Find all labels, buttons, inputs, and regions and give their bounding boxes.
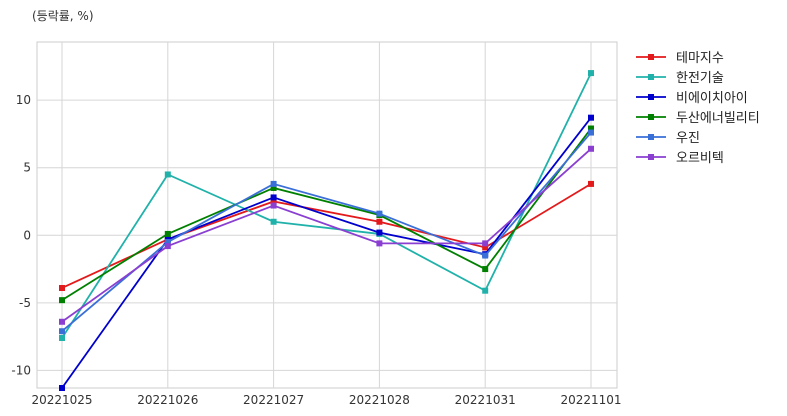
- series: [59, 129, 594, 335]
- y-tick-label: 10: [16, 93, 31, 107]
- data-point: [482, 244, 489, 251]
- x-tick-label: 20221026: [137, 393, 198, 407]
- legend-marker: [648, 114, 654, 120]
- x-axis-ticks: 20221025 20221026 20221027 20221028 20221031…: [31, 393, 621, 407]
- legend-entry: 두산에너빌리티: [636, 111, 760, 126]
- data-point: [270, 194, 277, 201]
- data-point: [164, 239, 171, 246]
- y-tick-label: 0: [23, 228, 31, 242]
- series-lines: [59, 70, 594, 391]
- data-point: [588, 180, 594, 187]
- series-line: [61, 183, 592, 289]
- x-tick-label: 20221101: [560, 393, 621, 407]
- data-point: [588, 129, 594, 136]
- data-point: [376, 240, 383, 247]
- data-point: [588, 145, 594, 152]
- data-point: [270, 202, 277, 209]
- data-point: [588, 70, 594, 77]
- data-point: [59, 318, 65, 325]
- legend-label: 오르비텍: [676, 151, 724, 166]
- y-tick-label: -10: [11, 363, 31, 377]
- y-axis-ticks: -10 -5 0 5 10: [11, 93, 31, 377]
- data-point: [164, 230, 171, 237]
- legend-marker: [648, 54, 654, 60]
- data-point: [482, 252, 489, 259]
- data-point: [376, 218, 383, 225]
- data-point: [270, 180, 277, 187]
- y-tick-label: -5: [19, 296, 31, 310]
- legend-marker: [648, 74, 654, 80]
- legend-marker: [648, 94, 654, 100]
- series: [59, 145, 594, 325]
- legend-entry: 비에이치아이: [636, 91, 748, 106]
- series-line: [61, 117, 592, 389]
- data-point: [270, 218, 277, 225]
- legend-label: 테마지수: [676, 51, 724, 66]
- series-line: [61, 127, 592, 301]
- legend-label: 우진: [676, 131, 700, 146]
- data-point: [482, 240, 489, 247]
- x-tick-label: 20221027: [243, 393, 304, 407]
- unit-label: (등락률, %): [32, 9, 94, 23]
- data-point: [376, 210, 383, 217]
- series-line: [61, 72, 592, 339]
- legend-marker: [648, 134, 654, 140]
- series-line: [61, 131, 592, 332]
- data-point: [59, 297, 65, 304]
- legend-entry: 오르비텍: [636, 151, 724, 166]
- legend-label: 비에이치아이: [676, 91, 748, 106]
- data-point: [59, 284, 65, 291]
- data-point: [164, 243, 171, 250]
- data-point: [482, 287, 489, 294]
- data-point: [59, 385, 65, 391]
- data-point: [59, 334, 65, 341]
- data-point: [270, 198, 277, 205]
- legend-entry: 우진: [636, 131, 700, 146]
- data-point: [588, 114, 594, 121]
- x-tick-label: 20221028: [349, 393, 410, 407]
- legend-label: 두산에너빌리티: [676, 111, 760, 126]
- legend-entry: 한전기술: [636, 71, 724, 86]
- legend-label: 한전기술: [676, 71, 724, 86]
- data-point: [59, 328, 65, 335]
- data-point: [482, 266, 489, 273]
- legend-entry: 테마지수: [636, 51, 724, 66]
- data-point: [588, 125, 594, 132]
- x-tick-label: 20221025: [31, 393, 92, 407]
- series-line: [61, 148, 592, 323]
- data-point: [164, 171, 171, 178]
- y-tick-label: 5: [23, 161, 31, 175]
- x-tick-label: 20221031: [455, 393, 516, 407]
- data-point: [376, 229, 383, 236]
- data-point: [270, 184, 277, 191]
- legend-marker: [648, 154, 654, 160]
